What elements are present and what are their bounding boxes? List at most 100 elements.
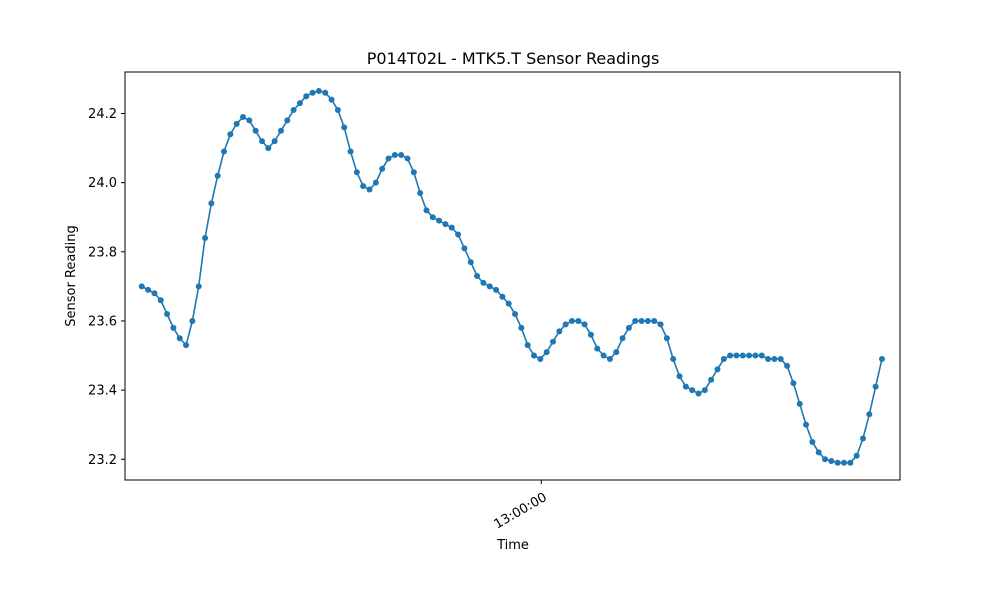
data-point — [777, 355, 784, 362]
data-point — [568, 317, 575, 324]
data-point — [815, 449, 822, 456]
data-point — [809, 438, 816, 445]
data-point — [644, 317, 651, 324]
data-point — [442, 221, 449, 228]
data-point — [315, 88, 322, 95]
data-point — [138, 283, 145, 290]
data-point — [423, 207, 430, 214]
data-point — [233, 120, 240, 127]
data-point — [771, 355, 778, 362]
data-point — [796, 400, 803, 407]
chart-title: P014T02L - MTK5.T Sensor Readings — [367, 49, 660, 68]
data-point — [663, 335, 670, 342]
data-point — [385, 155, 392, 162]
data-point — [480, 279, 487, 286]
data-point — [221, 148, 228, 155]
data-point — [790, 380, 797, 387]
data-point — [682, 383, 689, 390]
data-point — [828, 457, 835, 464]
data-point — [265, 145, 272, 152]
data-point — [765, 355, 772, 362]
data-point — [379, 165, 386, 172]
data-point — [322, 89, 329, 96]
data-point — [505, 300, 512, 307]
data-point — [353, 169, 360, 176]
data-point — [341, 124, 348, 131]
data-point — [841, 459, 848, 466]
data-point — [708, 376, 715, 383]
plot-frame — [124, 71, 901, 481]
data-point — [784, 362, 791, 369]
data-point — [296, 100, 303, 107]
data-point — [872, 383, 879, 390]
data-point — [752, 352, 759, 359]
data-point — [676, 373, 683, 380]
data-point — [714, 366, 721, 373]
y-tick-label: 23.4 — [88, 384, 117, 399]
data-point — [436, 217, 443, 224]
series-line — [141, 90, 883, 464]
data-point — [853, 452, 860, 459]
data-point — [461, 245, 468, 252]
data-point — [474, 273, 481, 279]
series-group — [138, 88, 885, 466]
data-point — [208, 200, 215, 207]
data-point — [613, 349, 620, 356]
data-point — [417, 190, 424, 197]
data-point — [657, 321, 664, 328]
y-tick-label: 24.0 — [88, 176, 117, 191]
data-point — [277, 127, 284, 134]
data-point — [151, 290, 158, 297]
data-point — [758, 352, 765, 359]
data-point — [334, 107, 341, 114]
data-point — [214, 172, 221, 179]
data-point — [537, 355, 544, 362]
data-point — [499, 293, 506, 300]
data-point — [549, 338, 556, 345]
data-point — [170, 324, 177, 331]
y-axis-label: Sensor Reading — [64, 225, 79, 326]
data-point — [531, 352, 538, 359]
data-point — [651, 317, 658, 324]
data-point — [176, 335, 183, 342]
data-point — [689, 387, 696, 394]
data-point — [733, 352, 740, 359]
data-point — [834, 459, 841, 466]
data-point — [594, 345, 601, 352]
data-point — [695, 390, 702, 397]
data-point — [195, 283, 202, 290]
y-tick-label: 23.8 — [88, 245, 117, 260]
data-point — [328, 96, 335, 103]
data-point — [822, 456, 829, 463]
data-point — [543, 349, 550, 356]
data-point — [410, 169, 417, 176]
data-point — [183, 342, 190, 349]
data-point — [803, 421, 810, 428]
data-point — [600, 352, 607, 359]
data-point — [252, 127, 259, 134]
data-point — [360, 183, 367, 190]
data-point — [404, 155, 411, 162]
data-point — [455, 231, 462, 238]
data-point — [562, 321, 569, 328]
data-point — [575, 317, 582, 324]
data-point — [271, 138, 278, 145]
data-point — [524, 342, 531, 349]
data-point — [878, 355, 885, 362]
data-point — [739, 352, 746, 359]
data-point — [493, 286, 500, 293]
data-point — [486, 283, 493, 290]
data-point — [606, 355, 613, 362]
data-point — [246, 117, 253, 124]
data-point — [866, 411, 873, 418]
data-point — [391, 151, 398, 158]
data-point — [581, 321, 588, 328]
data-point — [701, 387, 708, 394]
y-axis: 23.2 23.4 23.6 23.8 24.0 24.2 — [88, 107, 125, 468]
y-tick-label: 23.6 — [88, 314, 117, 329]
data-point — [309, 89, 316, 96]
data-point — [398, 151, 405, 158]
data-point — [467, 259, 474, 266]
data-point — [847, 459, 854, 466]
